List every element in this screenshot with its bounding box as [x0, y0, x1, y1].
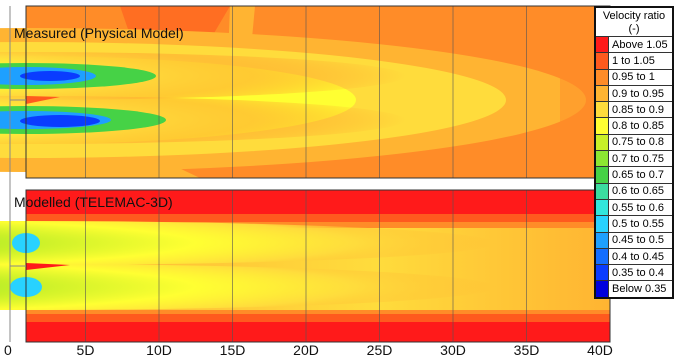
legend-item: 0.5 to 0.55 — [596, 215, 672, 232]
legend-item: 0.85 to 0.9 — [596, 101, 672, 118]
x-tick-label: 20D — [293, 342, 319, 358]
modelled-jet-2 — [0, 264, 496, 310]
x-tick-label: 15D — [220, 342, 246, 358]
legend-label: 0.95 to 1 — [612, 71, 655, 84]
modelled-jet-1 — [0, 221, 496, 265]
legend-item: 0.95 to 1 — [596, 68, 672, 85]
legend-swatch — [596, 102, 609, 118]
legend-label: 0.75 to 0.8 — [612, 136, 664, 149]
legend-item: 0.45 to 0.5 — [596, 231, 672, 248]
x-tick-label: 0 — [4, 342, 12, 358]
legend-label: 0.9 to 0.95 — [612, 87, 664, 100]
measured-panel-title: Measured (Physical Model) — [14, 25, 184, 41]
legend-swatch — [596, 183, 609, 199]
legend-swatch — [596, 232, 609, 248]
legend-label: 0.7 to 0.75 — [612, 152, 664, 165]
modelled-wake — [26, 263, 70, 270]
legend-label: 0.85 to 0.9 — [612, 103, 664, 116]
legend-item: Above 1.05 — [596, 36, 672, 53]
legend-item: 0.4 to 0.45 — [596, 247, 672, 265]
x-tick-label: 25D — [367, 342, 393, 358]
legend-item: 0.9 to 0.95 — [596, 84, 672, 102]
legend-swatch — [596, 53, 609, 69]
measured-jet-2-core — [20, 115, 100, 127]
measured-gridlines — [85, 6, 527, 178]
measured-jet-1 — [0, 52, 406, 100]
legend-item: 1 to 1.05 — [596, 52, 672, 69]
legend-label: 0.65 to 0.7 — [612, 169, 664, 182]
measured-wake — [26, 96, 60, 104]
legend-items: Above 1.05 1 to 1.05 0.95 to 1 0.9 to 0.95 0… — [596, 36, 672, 297]
legend-label: Above 1.05 — [612, 38, 668, 51]
legend-swatch — [596, 37, 609, 53]
measured-jet-1-core — [20, 71, 80, 81]
legend-item: 0.6 to 0.65 — [596, 182, 672, 199]
x-tick-label: 10D — [146, 342, 172, 358]
legend-unit: (-) — [628, 23, 640, 35]
x-tick-label: 5D — [77, 342, 95, 358]
x-tick-label: 40D — [587, 342, 613, 358]
legend-swatch — [596, 248, 609, 265]
legend-item: 0.65 to 0.7 — [596, 166, 672, 183]
legend-item: 0.75 to 0.8 — [596, 133, 672, 151]
legend-swatch — [596, 199, 609, 216]
legend-label: Below 0.35 — [612, 283, 667, 296]
legend-swatch — [596, 167, 609, 183]
legend-label: 0.4 to 0.45 — [612, 250, 664, 263]
x-tick-label: 30D — [440, 342, 466, 358]
legend-label: 0.35 to 0.4 — [612, 266, 664, 279]
legend-label: 0.5 to 0.55 — [612, 217, 664, 230]
legend-item: 0.35 to 0.4 — [596, 264, 672, 281]
measured-jet-2 — [0, 96, 406, 144]
legend-swatch — [596, 151, 609, 167]
legend-swatch — [596, 216, 609, 232]
legend-swatch — [596, 85, 609, 102]
legend-label: 0.45 to 0.5 — [612, 234, 664, 247]
legend-swatch — [596, 118, 609, 134]
velocity-legend: Velocity ratio (-) Above 1.05 1 to 1.05 0.… — [594, 6, 674, 299]
modelled-panel-title: Modelled (TELEMAC-3D) — [14, 194, 173, 210]
legend-label: 0.55 to 0.6 — [612, 201, 664, 214]
legend-swatch — [596, 134, 609, 151]
legend-swatch — [596, 69, 609, 85]
x-tick-label: 35D — [514, 342, 540, 358]
legend-swatch — [596, 265, 609, 281]
legend-label: 0.6 to 0.65 — [612, 185, 664, 198]
legend-item: 0.7 to 0.75 — [596, 150, 672, 167]
x-axis-ticks: 0 5D 10D 15D 20D 25D 30D 35D 40D — [4, 342, 613, 358]
legend-item: 0.8 to 0.85 — [596, 117, 672, 134]
legend-item: 0.55 to 0.6 — [596, 198, 672, 216]
legend-label: 1 to 1.05 — [612, 54, 655, 67]
legend-title: Velocity ratio — [602, 10, 666, 22]
legend-item: Below 0.35 — [596, 280, 672, 297]
modelled-panel — [0, 190, 610, 342]
legend-label: 0.8 to 0.85 — [612, 120, 664, 133]
modelled-gridlines — [85, 190, 527, 342]
legend-swatch — [596, 281, 609, 297]
